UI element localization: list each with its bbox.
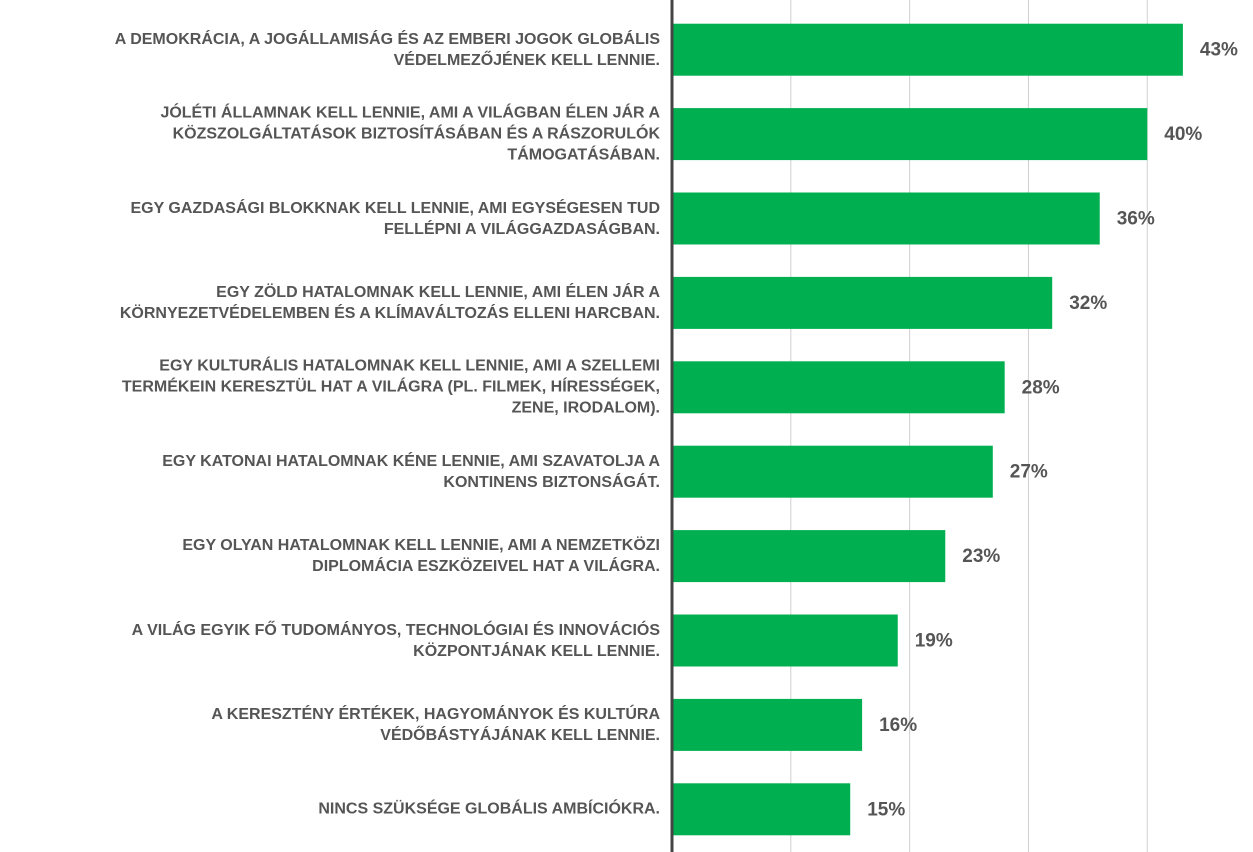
bar bbox=[672, 23, 1183, 76]
value-label: 16% bbox=[879, 715, 917, 736]
category-label: A DEMOKRÁCIA, A JOGÁLLAMISÁG ÉS AZ EMBER… bbox=[114, 30, 660, 69]
value-label: 32% bbox=[1069, 293, 1107, 314]
bar bbox=[672, 530, 946, 583]
category-label: EGY ZÖLD HATALOMNAK KELL LENNIE, AMI ÉLE… bbox=[119, 283, 660, 322]
category-label: A VILÁG EGYIK FŐ TUDOMÁNYOS, TECHNOLÓGIA… bbox=[131, 621, 660, 660]
category-label: EGY KATONAI HATALOMNAK KÉNE LENNIE, AMI … bbox=[162, 452, 660, 491]
category-label: EGY KULTURÁLIS HATALOMNAK KELL LENNIE, A… bbox=[121, 357, 660, 417]
bar bbox=[672, 108, 1148, 161]
bar bbox=[672, 361, 1005, 414]
bar bbox=[672, 445, 993, 498]
value-label: 27% bbox=[1010, 462, 1048, 483]
category-label: EGY GAZDASÁGI BLOKKNAK KELL LENNIE, AMI … bbox=[130, 199, 660, 238]
bar bbox=[672, 614, 898, 667]
bar bbox=[672, 192, 1100, 245]
category-label: JÓLÉTI ÁLLAMNAK KELL LENNIE, AMI A VILÁG… bbox=[160, 104, 660, 164]
value-label: 36% bbox=[1117, 209, 1155, 230]
bar bbox=[672, 698, 863, 751]
bar bbox=[672, 783, 851, 836]
value-label: 19% bbox=[915, 631, 953, 652]
category-label: EGY OLYAN HATALOMNAK KELL LENNIE, AMI A … bbox=[182, 537, 660, 576]
bar bbox=[672, 276, 1053, 329]
value-label: 40% bbox=[1164, 124, 1202, 145]
value-label: 43% bbox=[1200, 40, 1238, 61]
value-label: 15% bbox=[867, 799, 905, 820]
category-label: A KERESZTÉNY ÉRTÉKEK, HAGYOMÁNYOK ÉS KUL… bbox=[211, 705, 660, 744]
value-label: 28% bbox=[1022, 377, 1060, 398]
category-label: NINCS SZÜKSÉGE GLOBÁLIS AMBÍCIÓKRA. bbox=[318, 800, 660, 818]
value-label: 23% bbox=[962, 546, 1000, 567]
